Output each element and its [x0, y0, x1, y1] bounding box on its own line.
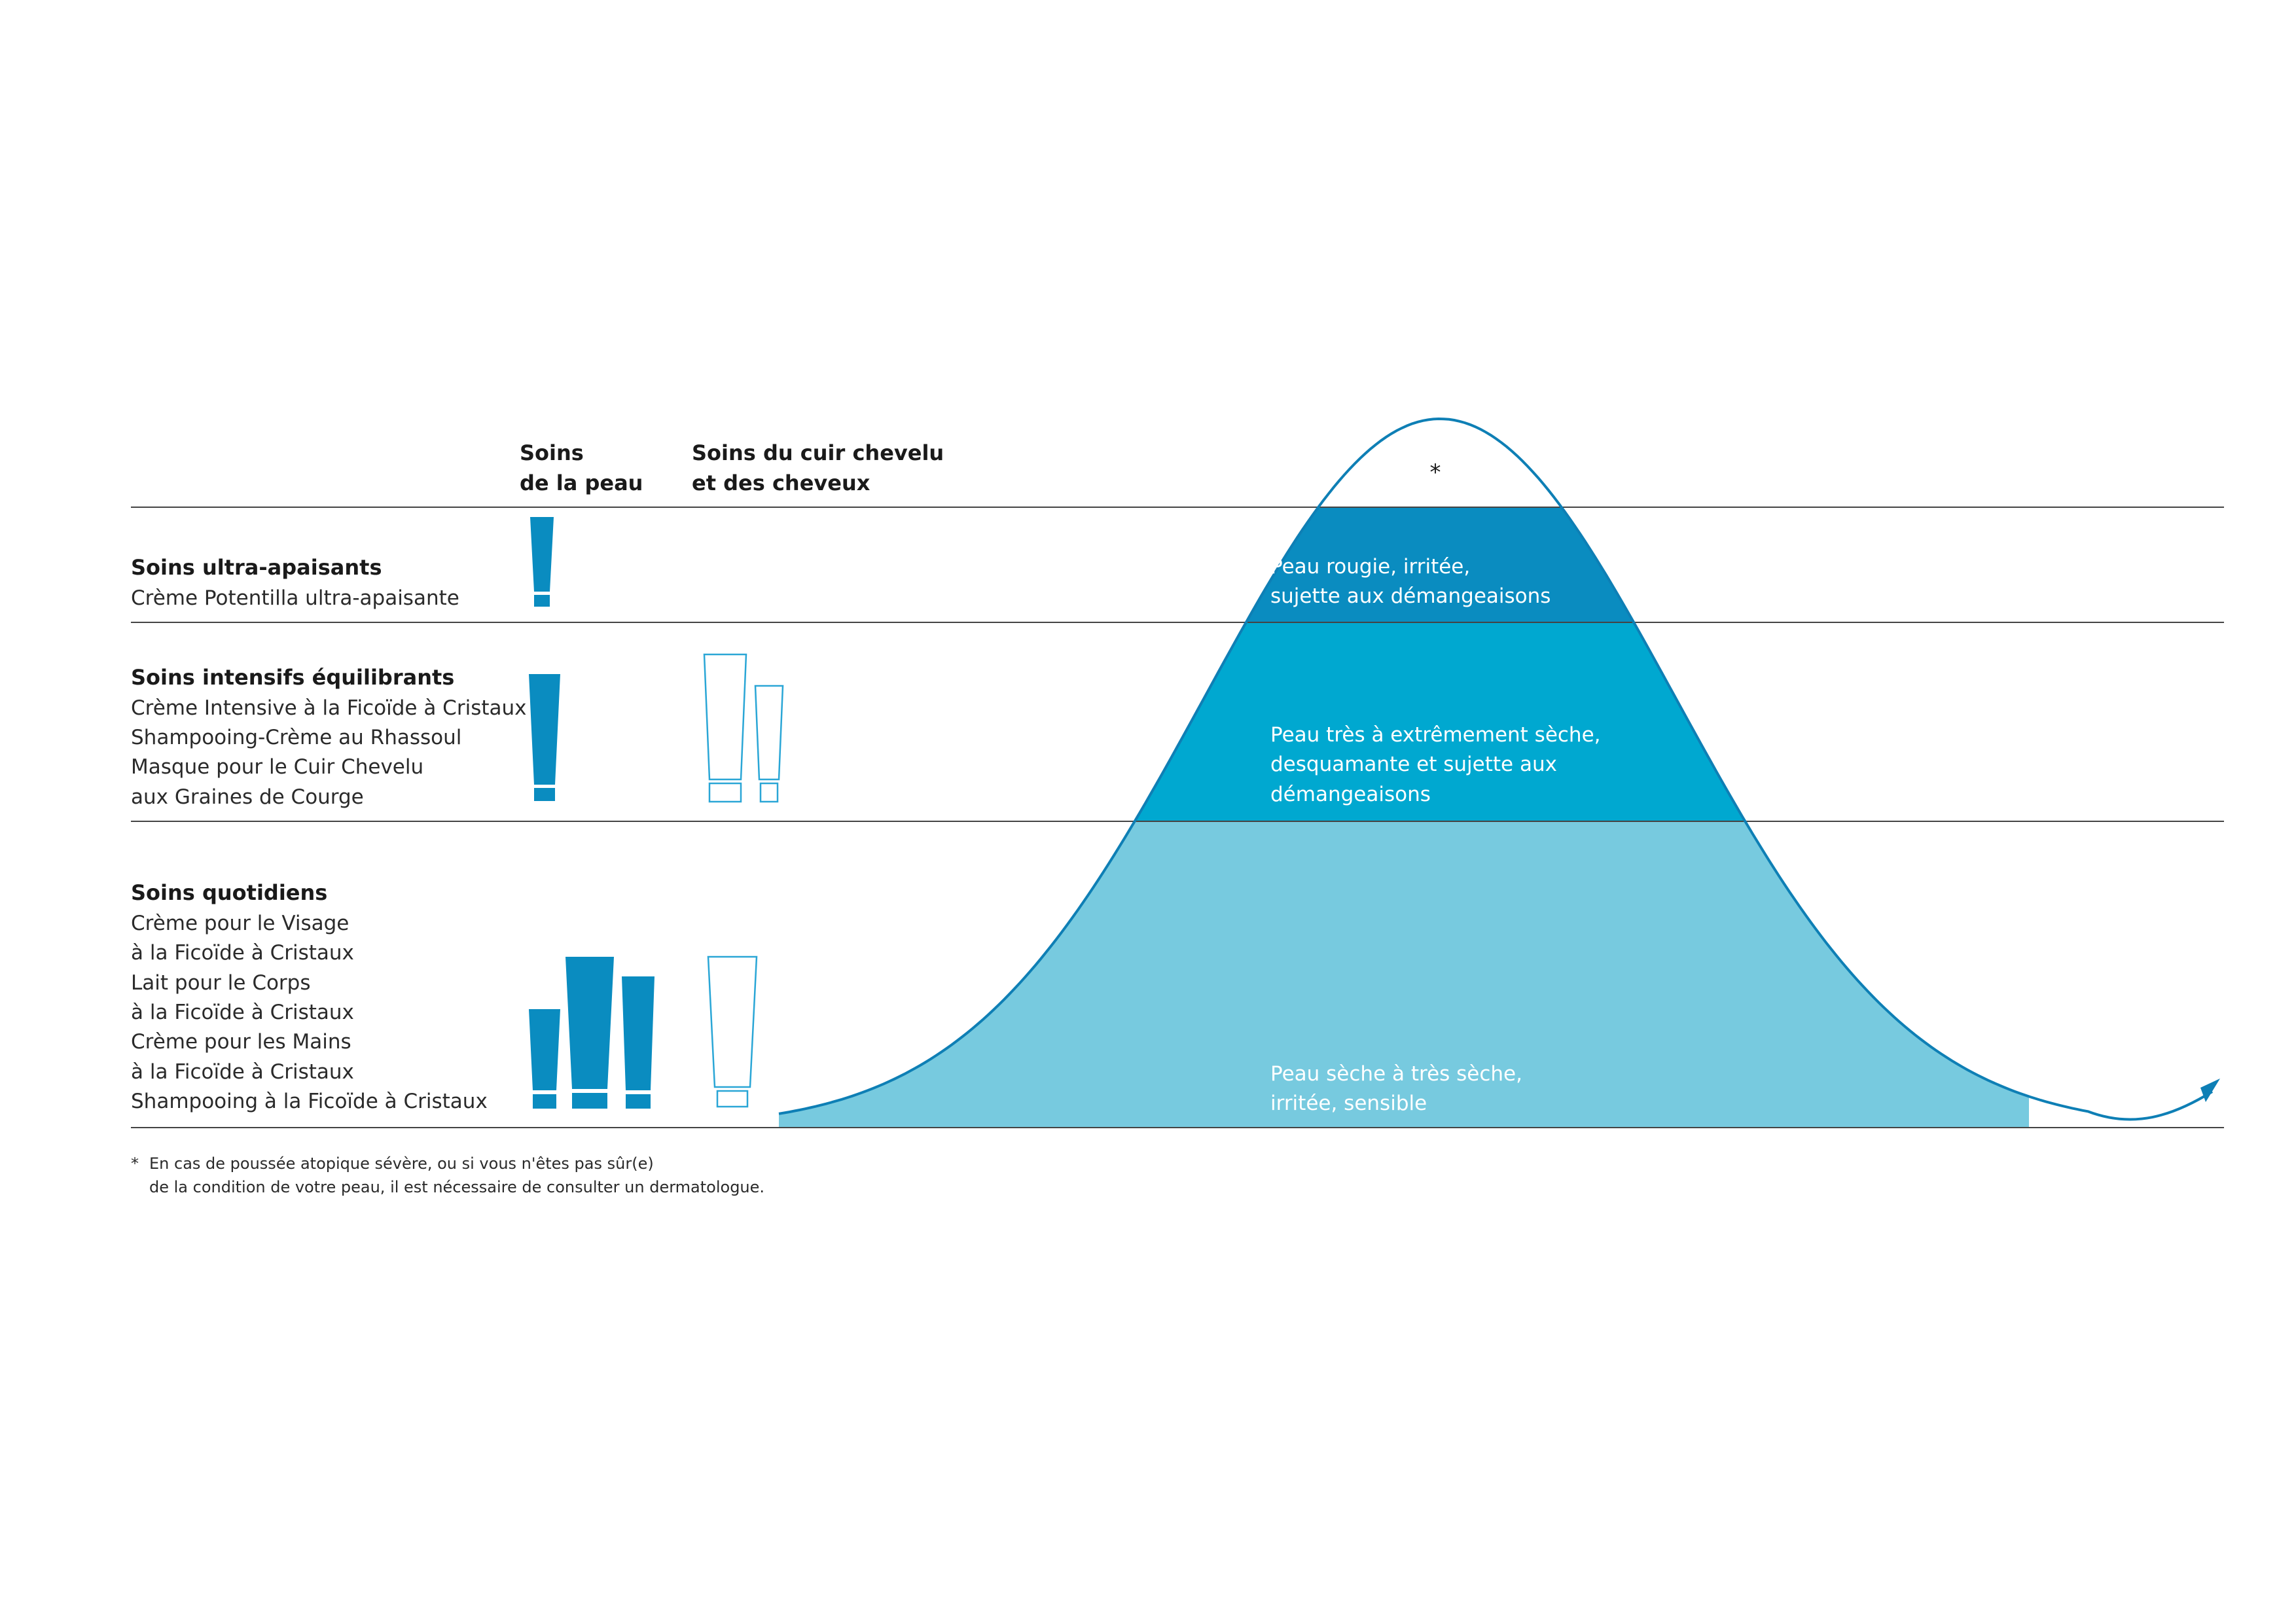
skin-care-tubes [529, 517, 655, 1109]
arrow-head-icon [2200, 1079, 2220, 1102]
footnote-line1: En cas de poussée atopique sévère, ou si… [149, 1154, 654, 1173]
product-name: Crème pour les Mains [131, 1030, 351, 1054]
peak-marker: * [1430, 459, 1441, 486]
tier-title: Soins quotidiens [131, 880, 327, 905]
band-label: Peau très à extrêmement sèche, [1270, 723, 1601, 747]
tier-ultra-soothing: Soins ultra-apaisants Crème Potentilla u… [131, 555, 1551, 610]
filled-tube-icon [529, 1009, 560, 1109]
band-label: Peau rougie, irritée, [1270, 555, 1470, 579]
product-name: à la Ficoïde à Cristaux [131, 1001, 354, 1024]
header-skin-line1: Soins [520, 440, 584, 465]
product-name: à la Ficoïde à Cristaux [131, 1060, 354, 1084]
header-skin-line2: de la peau [520, 471, 643, 495]
product-name: Shampooing à la Ficoïde à Cristaux [131, 1090, 488, 1113]
scalp-care-tubes [703, 653, 784, 1108]
footnote-line2: de la condition de votre peau, il est né… [149, 1178, 764, 1196]
product-name: à la Ficoïde à Cristaux [131, 941, 354, 965]
header-scalp-line1: Soins du cuir chevelu [692, 440, 944, 465]
band-label: irritée, sensible [1270, 1092, 1427, 1115]
product-name: Crème Intensive à la Ficoïde à Cristaux [131, 696, 527, 720]
tier-daily: Soins quotidiens Crème pour le Visage à … [131, 880, 1522, 1115]
filled-tube-icon [565, 957, 614, 1109]
product-name: Shampooing-Crème au Rhassoul [131, 726, 461, 749]
footnote-marker: * [131, 1154, 139, 1173]
band-label: démangeaisons [1270, 783, 1431, 806]
bell-curve-line [778, 417, 2214, 1121]
column-headers: Soins de la peau Soins du cuir chevelu e… [520, 440, 944, 495]
product-name: Masque pour le Cuir Chevelu [131, 755, 423, 779]
filled-tube-icon [529, 674, 560, 801]
product-name: Crème Potentilla ultra-apaisante [131, 586, 459, 610]
tier-intensive: Soins intensifs équilibrants Crème Inten… [131, 665, 1601, 809]
outline-tube-icon [754, 685, 784, 803]
outline-tube-icon [703, 653, 747, 803]
band-label: Peau sèche à très sèche, [1270, 1062, 1522, 1086]
filled-tube-icon [622, 976, 655, 1109]
band-label: desquamante et sujette aux [1270, 753, 1557, 776]
outline-tube-icon [707, 955, 758, 1108]
header-scalp-line2: et des cheveux [692, 471, 870, 495]
tier-title: Soins ultra-apaisants [131, 555, 382, 580]
product-name: Crème pour le Visage [131, 912, 349, 935]
band-label: sujette aux démangeaisons [1270, 584, 1551, 608]
product-name: Lait pour le Corps [131, 971, 311, 995]
footnote: * En cas de poussée atopique sévère, ou … [131, 1154, 764, 1196]
filled-tube-icon [530, 517, 554, 607]
horizontal-rules [131, 507, 2224, 1128]
tier-title: Soins intensifs équilibrants [131, 665, 454, 690]
product-name: aux Graines de Courge [131, 785, 364, 809]
